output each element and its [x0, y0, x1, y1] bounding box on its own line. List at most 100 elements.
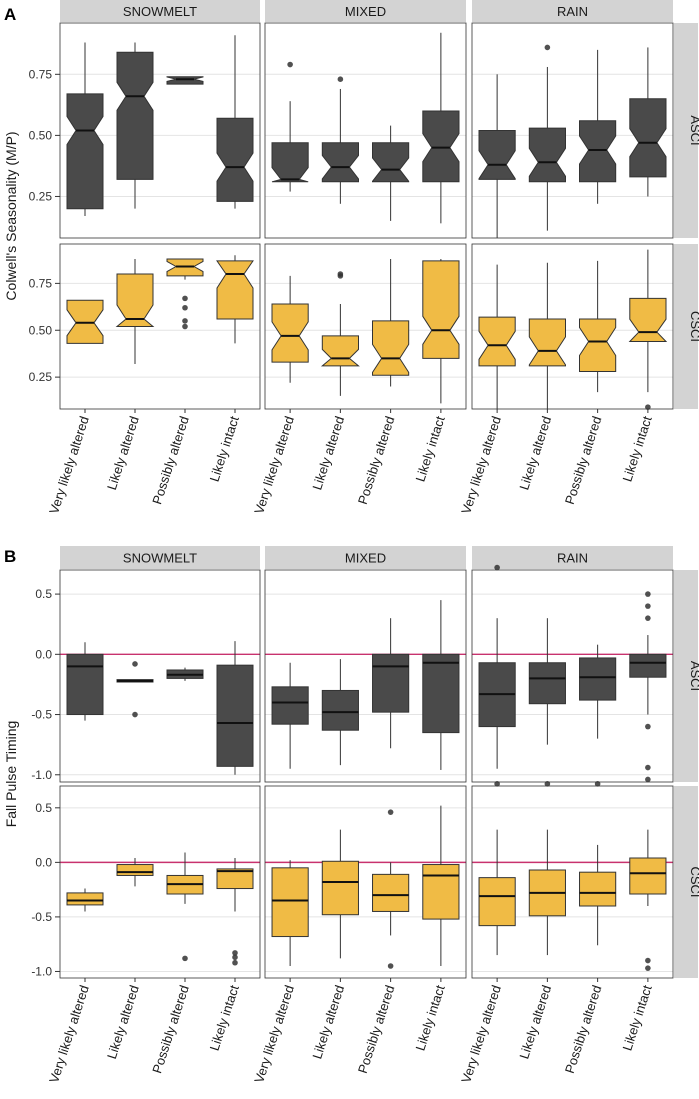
box-possibly-altered — [166, 852, 204, 962]
facet-panel-snowmelt-asci — [59, 569, 261, 783]
box-body — [115, 273, 155, 327]
x-tick-label: Very likely altered — [251, 983, 297, 1085]
facet-panel-rain-asci — [471, 564, 674, 783]
box-body — [66, 892, 104, 906]
y-tick-label: 0.5 — [35, 801, 52, 815]
column-strip — [472, 546, 673, 569]
y-tick-label: 0.50 — [29, 128, 53, 142]
outlier-point — [232, 950, 238, 956]
column-strip-label: RAIN — [557, 4, 588, 19]
column-strip — [265, 0, 466, 22]
outlier-point — [645, 591, 651, 597]
outlier-point — [387, 963, 394, 969]
box-body — [422, 110, 460, 183]
box-very-likely-altered — [66, 42, 104, 217]
panel-border — [471, 785, 674, 979]
facet-panel-snowmelt-csci — [59, 243, 261, 410]
x-tick-label: Likely intact — [207, 414, 242, 484]
box-body — [579, 871, 617, 907]
x-tick-label: Likely altered — [309, 983, 347, 1060]
box-possibly-altered — [579, 260, 617, 393]
y-tick-label: 0.5 — [35, 587, 52, 601]
panel-border — [59, 785, 261, 979]
y-tick-label: 0.0 — [35, 855, 52, 869]
outlier-point — [544, 781, 551, 787]
box-possibly-altered — [579, 49, 617, 204]
x-tick-label: Very likely altered — [251, 414, 297, 516]
box-likely-altered — [528, 262, 566, 409]
y-tick-label: 0.50 — [29, 323, 53, 337]
outlier-point — [182, 955, 188, 962]
box-likely-altered — [116, 42, 154, 209]
outlier-point — [132, 661, 138, 667]
row-strip-label: ASCI — [688, 661, 699, 691]
column-strip — [472, 0, 673, 22]
box-body — [629, 98, 667, 178]
box-body — [422, 260, 460, 359]
x-tick-label: Very likely altered — [458, 414, 504, 516]
box-very-likely-altered — [66, 888, 104, 912]
box-possibly-altered — [166, 76, 204, 85]
box-body — [271, 142, 309, 183]
box-body — [321, 860, 359, 916]
outlier-point — [287, 61, 293, 68]
box-body — [321, 689, 359, 731]
row-strip-label: ASCI — [688, 115, 699, 145]
x-tick-label: Possibly altered — [149, 983, 192, 1075]
box-likely-intact — [422, 805, 460, 966]
outlier-point — [232, 954, 238, 961]
y-tick-label: 0.25 — [29, 189, 53, 203]
outlier-point — [182, 323, 188, 330]
box-body — [216, 868, 254, 890]
box-likely-intact — [216, 858, 254, 966]
outlier-point — [232, 959, 238, 966]
panel-border — [264, 243, 467, 410]
box-body — [271, 867, 309, 938]
box-likely-intact — [629, 47, 667, 197]
box-body — [66, 653, 104, 716]
box-likely-altered — [320, 271, 360, 396]
facet-panel-rain-asci — [471, 22, 674, 239]
y-tick-label: 0.75 — [29, 276, 53, 290]
box-body — [320, 335, 360, 367]
x-tick-label: Likely intact — [207, 983, 242, 1053]
x-tick-label: Likely altered — [104, 983, 142, 1060]
box-body — [579, 657, 617, 701]
x-tick-label: Possibly altered — [149, 414, 192, 506]
box-body — [528, 127, 566, 183]
box-body — [478, 316, 516, 367]
outlier-point — [544, 44, 551, 51]
box-possibly-altered — [579, 644, 617, 739]
box-body — [271, 686, 309, 725]
x-tick-label: Likely altered — [309, 414, 347, 491]
box-body — [629, 653, 667, 678]
box-body — [372, 320, 410, 376]
facet-panel-mixed-asci — [264, 22, 467, 239]
x-tick-label: Likely altered — [516, 414, 554, 491]
box-likely-altered — [116, 858, 154, 887]
box-likely-intact — [629, 776, 667, 971]
column-strip-label: MIXED — [345, 4, 386, 19]
x-tick-label: Possibly altered — [562, 983, 605, 1075]
row-strip — [674, 23, 698, 238]
x-tick-label: Possibly altered — [562, 414, 605, 506]
column-strip-label: RAIN — [557, 551, 588, 566]
row-strip-label: CSCI — [688, 311, 699, 342]
outlier-point — [132, 711, 138, 718]
box-likely-intact — [216, 255, 254, 344]
panel-border — [59, 243, 261, 410]
figure-panel-A: A Colwell's Seasonality (M/P) SNOWMELT MIXE… — [3, 0, 699, 516]
box-possibly-altered — [372, 259, 410, 387]
column-strip — [60, 546, 260, 569]
panel-letter: A — [4, 5, 16, 24]
outlier-point — [182, 318, 188, 324]
outlier-point — [645, 603, 651, 609]
outlier-point — [645, 615, 651, 621]
row-strip-label: CSCI — [688, 866, 699, 897]
facet-panel-mixed-csci — [264, 243, 467, 410]
box-likely-altered — [321, 659, 359, 766]
box-likely-intact — [422, 259, 460, 404]
x-tick-label: Likely altered — [516, 983, 554, 1060]
box-likely-intact — [422, 600, 460, 770]
y-tick-label: 0.0 — [35, 647, 52, 661]
